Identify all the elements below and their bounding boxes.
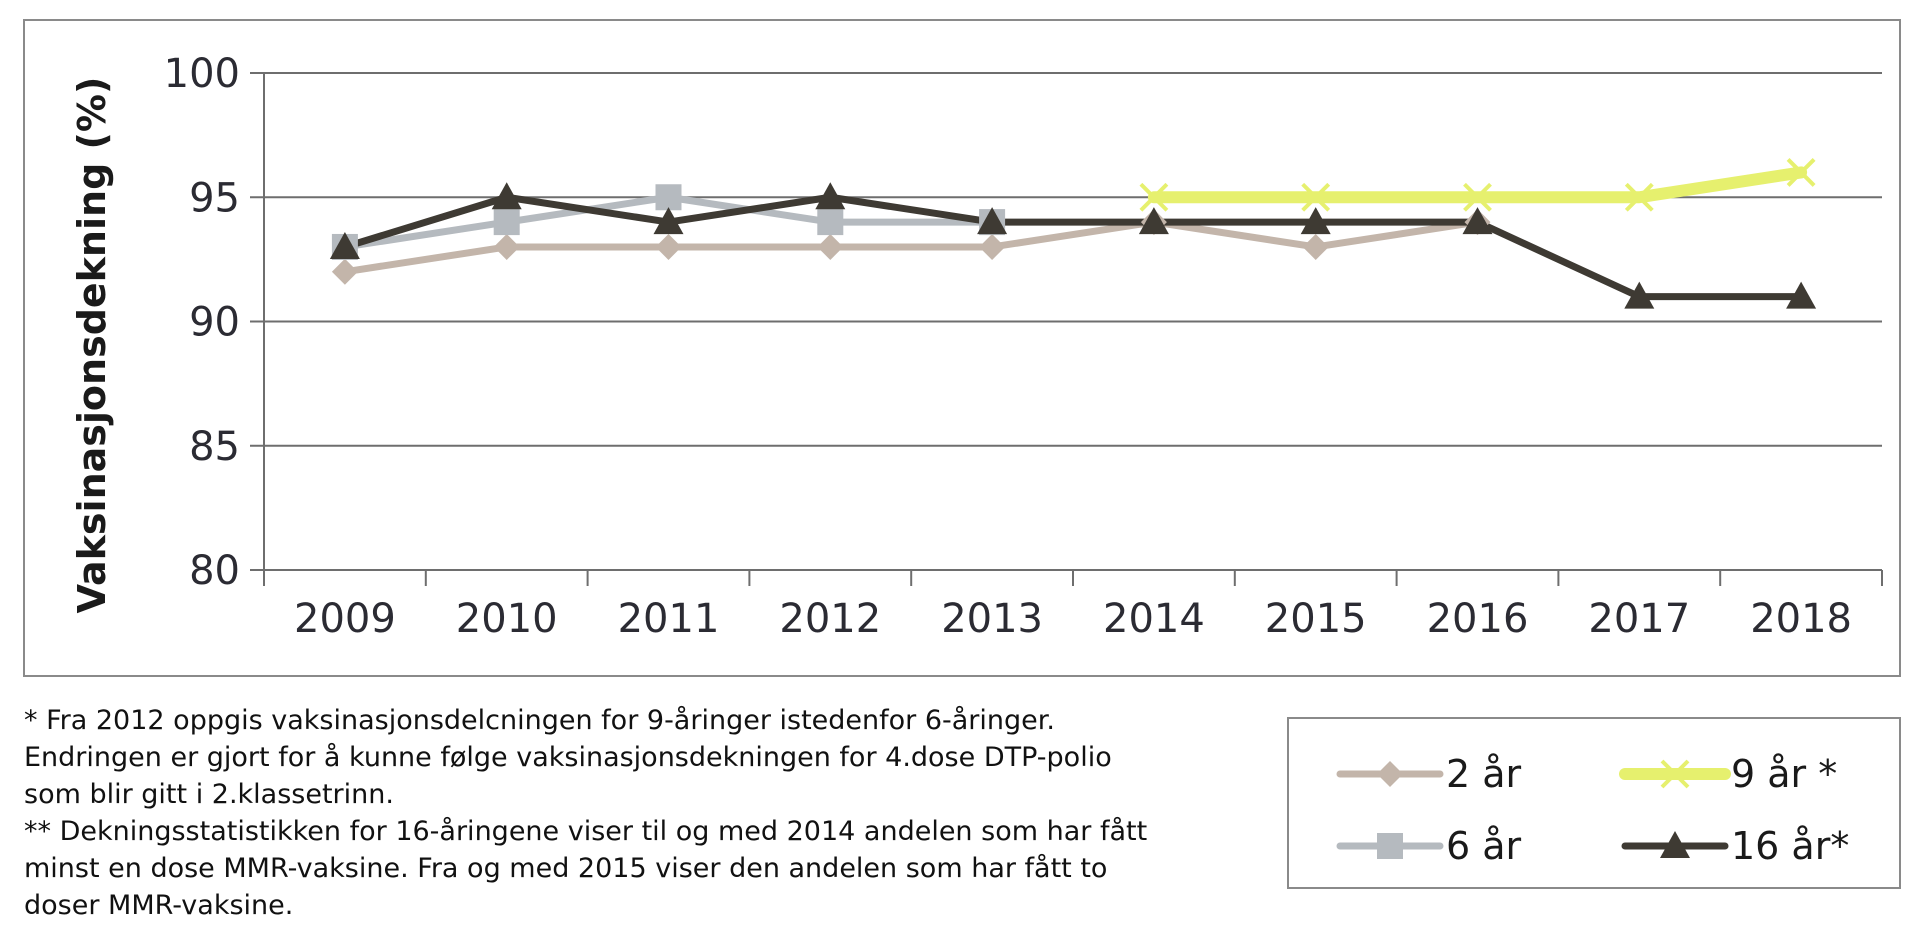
data-point xyxy=(1624,281,1655,309)
data-point xyxy=(1462,207,1493,235)
y-tick-label: 80 xyxy=(189,548,240,594)
legend-label: 9 år * xyxy=(1731,752,1837,796)
data-point xyxy=(815,182,846,210)
footnote-line: Endringen er gjort for å kunne følge vak… xyxy=(24,742,1112,773)
data-point xyxy=(1139,182,1169,212)
data-point xyxy=(817,209,844,236)
legend-label: 16 år* xyxy=(1731,824,1849,868)
data-point xyxy=(1300,207,1331,235)
footnotes: * Fra 2012 oppgis vaksinasjonsdelcningen… xyxy=(24,702,1274,924)
data-point xyxy=(817,233,844,260)
footnote-line: minst en dose MMR-vaksine. Fra og med 20… xyxy=(24,853,1108,884)
series-line xyxy=(341,193,1805,301)
data-point xyxy=(1463,182,1492,212)
data-point xyxy=(329,231,360,259)
data-point xyxy=(1786,281,1817,309)
y-axis-label: Vaksinasjonsdekning (%) xyxy=(70,77,114,614)
x-tick-label: 2011 xyxy=(618,596,720,642)
x-tick-label: 2009 xyxy=(294,596,396,642)
x-tick-label: 2018 xyxy=(1750,596,1852,642)
data-point xyxy=(1377,833,1403,859)
legend-box xyxy=(1287,717,1901,889)
x-tick-label: 2012 xyxy=(779,596,881,642)
data-point xyxy=(1301,182,1331,212)
data-point xyxy=(493,233,520,260)
y-tick-label: 95 xyxy=(189,175,240,221)
data-point xyxy=(1377,761,1403,787)
footnote-line: doser MMR-vaksine. xyxy=(24,890,294,921)
data-point xyxy=(1660,831,1690,858)
x-tick-label: 2010 xyxy=(456,596,558,642)
data-point xyxy=(655,233,682,260)
x-tick-label: 2015 xyxy=(1265,596,1367,642)
data-point xyxy=(493,209,520,236)
data-point xyxy=(491,182,522,210)
data-point xyxy=(1660,759,1690,789)
data-point xyxy=(1786,157,1816,187)
y-tick-label: 100 xyxy=(164,51,240,97)
data-point xyxy=(653,207,684,235)
data-point xyxy=(979,233,1006,260)
data-point xyxy=(977,207,1008,235)
x-tick-label: 2016 xyxy=(1427,596,1529,642)
x-tick-label: 2014 xyxy=(1103,596,1205,642)
data-point xyxy=(1138,207,1169,235)
legend-label: 2 år xyxy=(1446,752,1522,796)
footnote-line: * Fra 2012 oppgis vaksinasjonsdelcningen… xyxy=(24,705,1055,736)
y-tick-label: 85 xyxy=(189,424,240,470)
footnote-line: som blir gitt i 2.klassetrinn. xyxy=(24,779,394,810)
x-tick-label: 2017 xyxy=(1588,596,1690,642)
legend-label: 6 år xyxy=(1446,824,1522,868)
x-tick-label: 2013 xyxy=(941,596,1043,642)
chart-frame xyxy=(23,19,1901,677)
data-point xyxy=(331,258,358,285)
series-line xyxy=(341,218,1481,276)
data-point xyxy=(655,184,682,211)
footnote-line: ** Dekningsstatistikken for 16-åringene … xyxy=(24,816,1148,847)
y-tick-label: 90 xyxy=(189,300,240,346)
data-point xyxy=(1302,233,1329,260)
data-point xyxy=(1624,182,1654,212)
